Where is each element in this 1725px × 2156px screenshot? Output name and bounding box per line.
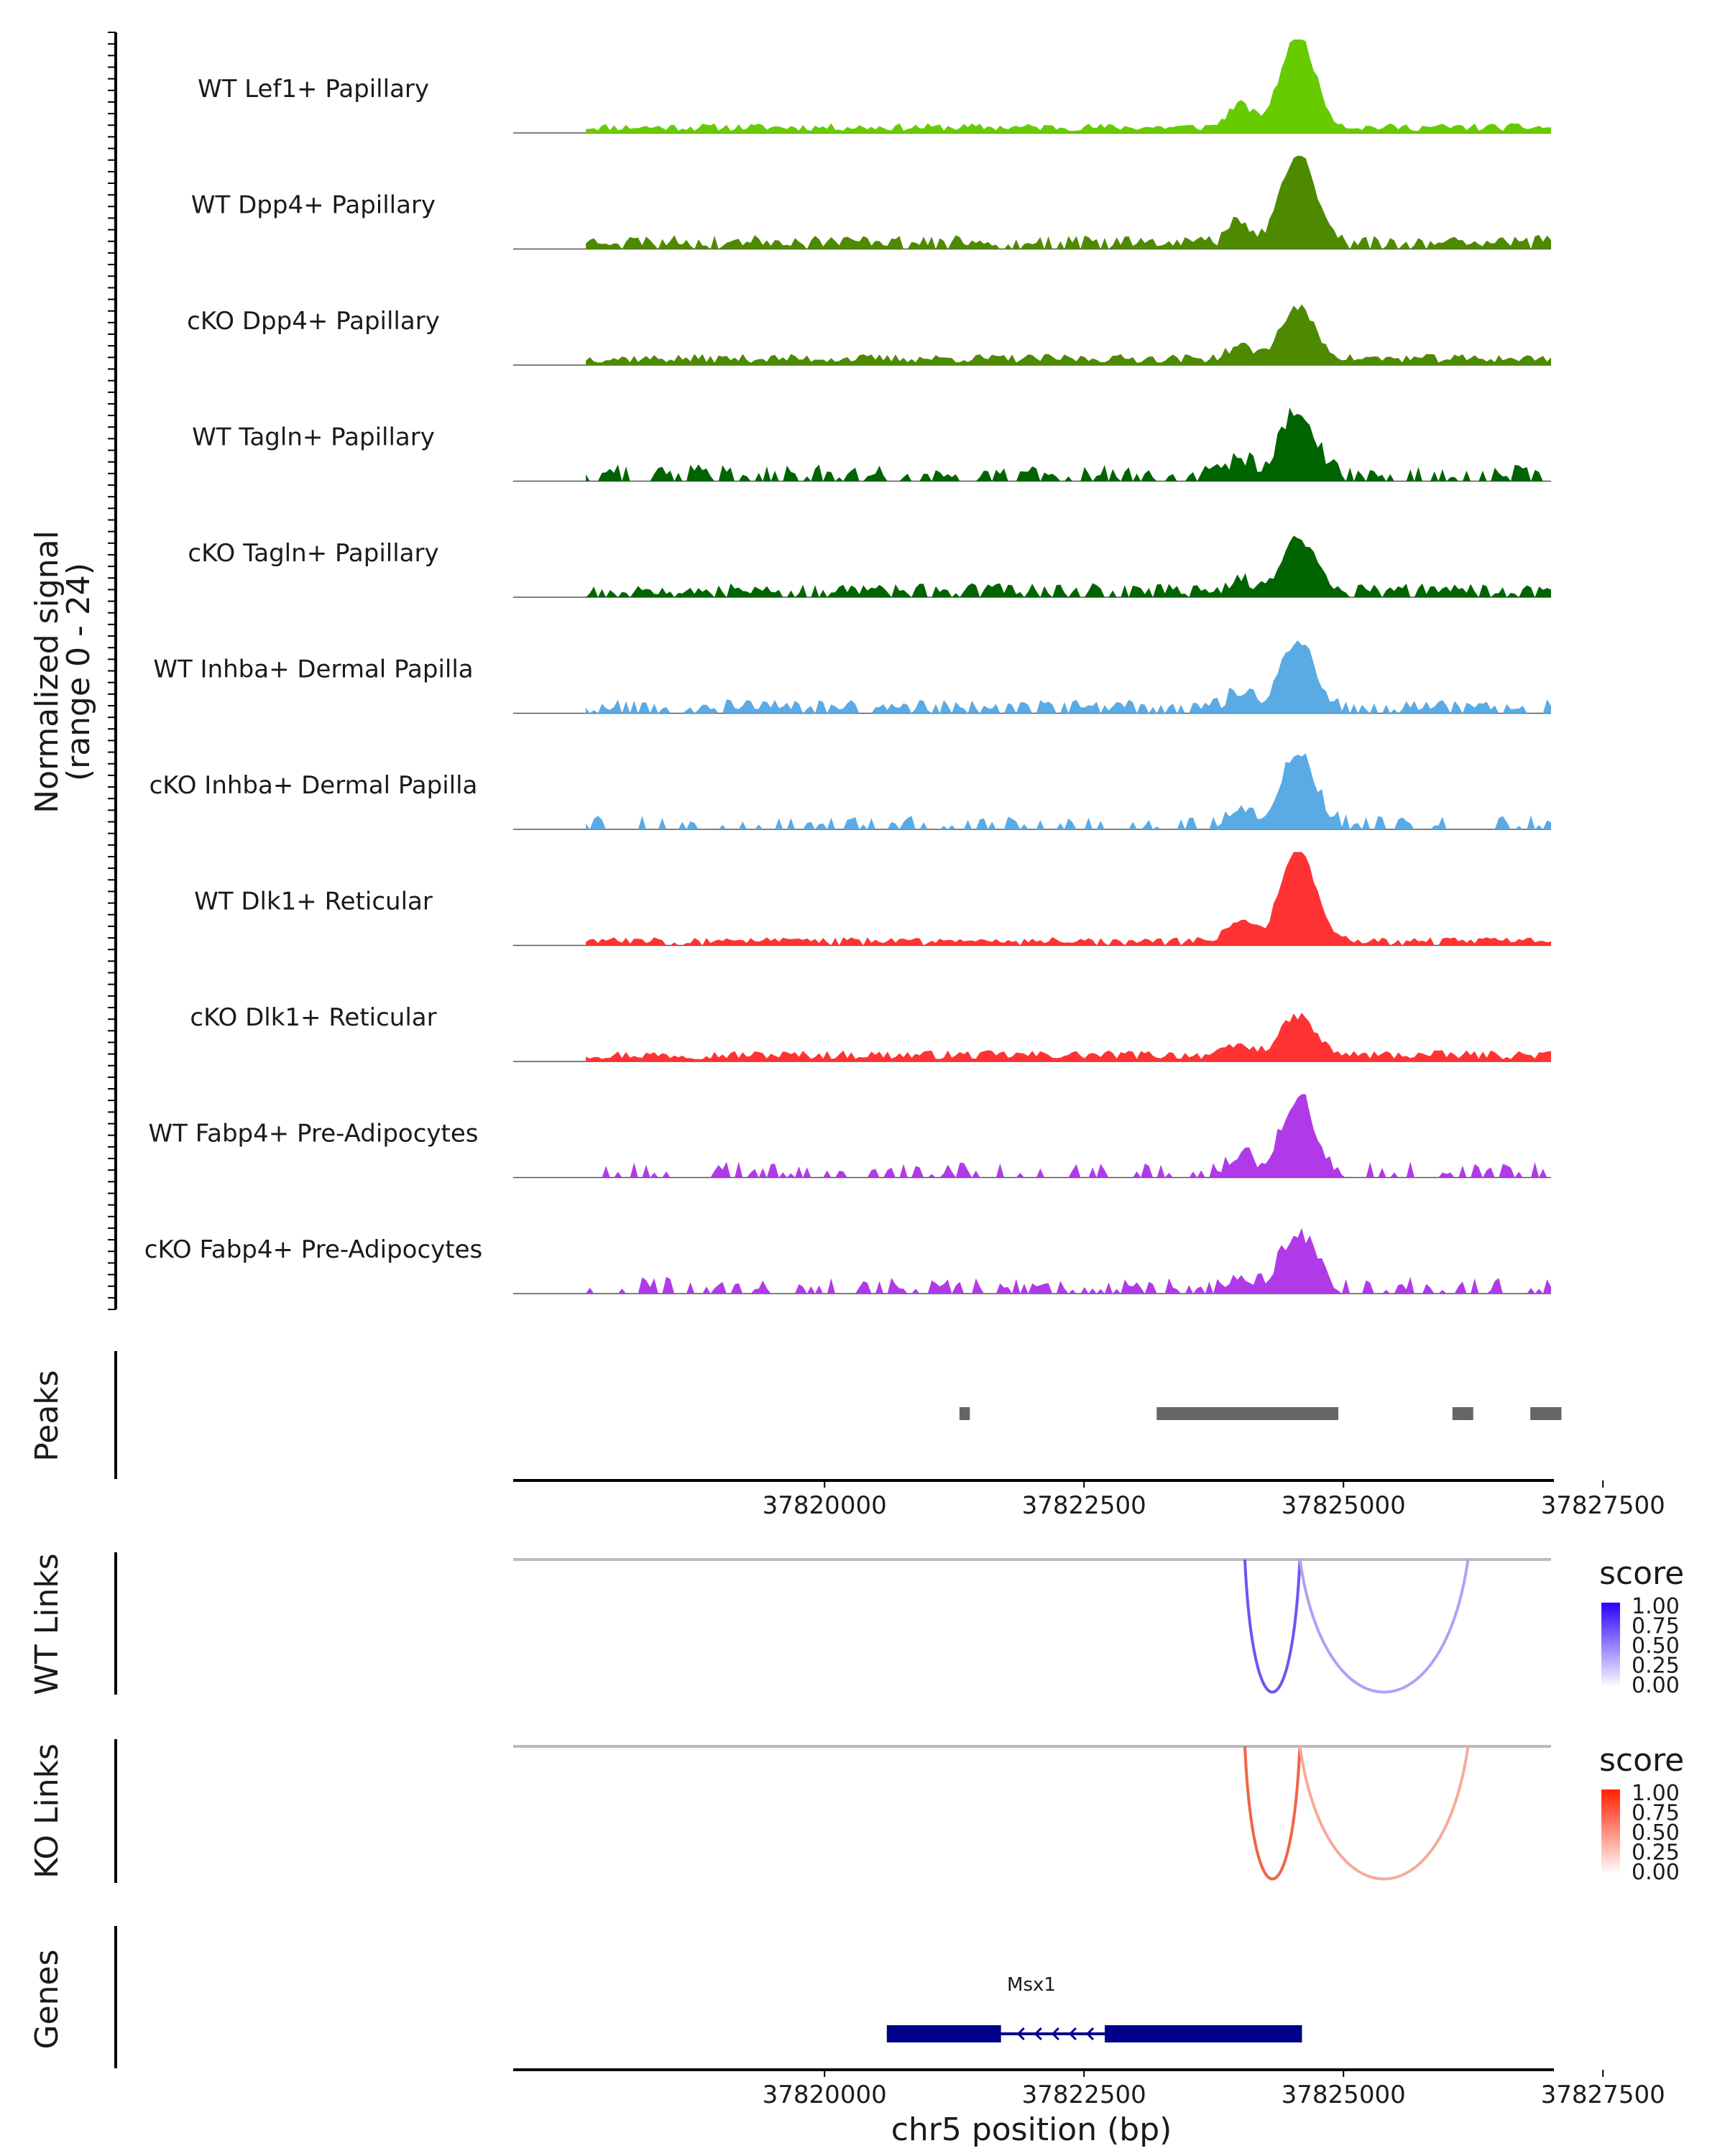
strand-arrow <box>1068 2027 1077 2041</box>
x-tick-label: 37827500 <box>1541 2081 1665 2109</box>
track-10: WT Fabp4+ Pre-Adipocytes <box>149 1094 1551 1179</box>
x-tick-label: 37825000 <box>1282 2081 1406 2109</box>
peaks-track <box>959 1407 1562 1420</box>
track-label: cKO Fabp4+ Pre-Adipocytes <box>144 1235 483 1264</box>
strand-arrow <box>1034 2027 1042 2041</box>
wt-links-track <box>513 1558 1551 1694</box>
legend-tick-label: 0.75 <box>1632 1614 1680 1639</box>
track-4: WT Tagln+ Papillary <box>192 407 1551 482</box>
track-label: cKO Dlk1+ Reticular <box>190 1003 436 1032</box>
wt-legend-title: score <box>1599 1555 1684 1592</box>
track-label: WT Inhba+ Dermal Papilla <box>153 655 473 684</box>
coverage-area <box>586 1013 1551 1061</box>
gene-exon <box>886 2025 1001 2042</box>
track-label: cKO Tagln+ Papillary <box>188 539 438 568</box>
wt-score-legend: score 1.000.750.500.250.00 <box>1599 1555 1684 1698</box>
track-8: WT Dlk1+ Reticular <box>194 852 1551 946</box>
link-arc <box>1243 1559 1302 1694</box>
wt-links-label: WT Links <box>29 1553 65 1695</box>
track-2: WT Dpp4+ Papillary <box>191 155 1551 250</box>
coverage-area <box>586 155 1551 249</box>
coverage-area <box>586 640 1551 714</box>
coverage-area <box>586 40 1551 133</box>
x-axis-lower: 37820000 37822500 37825000 37827500 <box>513 2068 1665 2109</box>
legend-tick-label: 0.25 <box>1632 1841 1680 1866</box>
track-label: cKO Inhba+ Dermal Papilla <box>150 771 478 800</box>
x-axis-title: chr5 position (bp) <box>891 2111 1172 2148</box>
track-9: cKO Dlk1+ Reticular <box>190 1003 1551 1062</box>
track-6: WT Inhba+ Dermal Papilla <box>153 640 1551 714</box>
track-7: cKO Inhba+ Dermal Papilla <box>150 753 1551 830</box>
ko-score-legend: score 1.000.750.500.250.00 <box>1599 1742 1684 1885</box>
signal-y-axis <box>108 32 117 1310</box>
peak-region <box>959 1407 970 1420</box>
legend-tick-label: 0.50 <box>1632 1634 1680 1659</box>
gene-track: Msx1 <box>886 1974 1302 2042</box>
peak-region <box>1452 1407 1473 1420</box>
x-axis-upper: 37820000 37822500 37825000 37827500 <box>513 1479 1665 1520</box>
link-arc <box>1243 1746 1302 1881</box>
signal-axis-label-line2: (range 0 - 24) <box>60 563 97 781</box>
track-label: cKO Dpp4+ Papillary <box>187 307 440 336</box>
legend-colorbar <box>1601 1789 1620 1874</box>
x-tick-label: 37820000 <box>763 1491 887 1520</box>
legend-tick-label: 0.25 <box>1632 1654 1680 1679</box>
x-tick-label: 37825000 <box>1282 1491 1406 1520</box>
legend-tick-label: 0.75 <box>1632 1801 1680 1826</box>
coverage-area <box>586 1094 1551 1178</box>
coverage-area <box>586 852 1551 946</box>
x-tick-label: 37822500 <box>1022 2081 1146 2109</box>
peak-region <box>1530 1407 1562 1420</box>
coverage-tracks: WT Lef1+ Papillary WT Dpp4+ Papillary cKO … <box>144 40 1551 1294</box>
track-11: cKO Fabp4+ Pre-Adipocytes <box>144 1227 1551 1294</box>
coverage-area <box>586 753 1551 829</box>
legend-tick-label: 0.00 <box>1632 1673 1680 1698</box>
coverage-area <box>586 407 1551 482</box>
legend-tick-label: 0.50 <box>1632 1820 1680 1846</box>
x-tick-label: 37822500 <box>1022 1491 1146 1520</box>
signal-axis-label-line1: Normalized signal <box>29 530 65 814</box>
strand-arrow <box>1085 2027 1095 2041</box>
coverage-area <box>586 535 1551 597</box>
track-1: WT Lef1+ Papillary <box>198 40 1551 134</box>
strand-arrow <box>1016 2027 1025 2041</box>
legend-tick-label: 0.00 <box>1632 1860 1680 1885</box>
coverage-area <box>586 304 1551 365</box>
legend-tick-label: 1.00 <box>1632 1594 1680 1619</box>
x-tick-label: 37820000 <box>763 2081 887 2109</box>
link-arc <box>1298 1559 1470 1694</box>
track-label: WT Fabp4+ Pre-Adipocytes <box>149 1120 479 1148</box>
link-arc <box>1298 1746 1470 1881</box>
ko-legend-title: score <box>1599 1742 1684 1779</box>
track-label: WT Lef1+ Papillary <box>198 75 429 103</box>
legend-tick-label: 1.00 <box>1632 1781 1680 1806</box>
track-label: WT Dlk1+ Reticular <box>194 888 433 916</box>
track-label: WT Tagln+ Papillary <box>192 423 435 452</box>
peaks-label: Peaks <box>29 1370 65 1461</box>
coverage-area <box>586 1227 1551 1294</box>
ko-links-label: KO Links <box>29 1743 65 1879</box>
track-5: cKO Tagln+ Papillary <box>188 535 1551 598</box>
track-3: cKO Dpp4+ Papillary <box>187 304 1551 366</box>
genes-label: Genes <box>29 1949 65 2049</box>
peak-region <box>1156 1407 1338 1420</box>
x-tick-label: 37827500 <box>1541 1491 1665 1520</box>
legend-colorbar <box>1601 1603 1620 1687</box>
track-label: WT Dpp4+ Papillary <box>191 191 436 220</box>
gene-name-label: Msx1 <box>1007 1974 1056 1996</box>
ko-links-track <box>513 1745 1551 1881</box>
strand-arrow <box>1051 2027 1059 2041</box>
gene-exon <box>1105 2025 1302 2042</box>
